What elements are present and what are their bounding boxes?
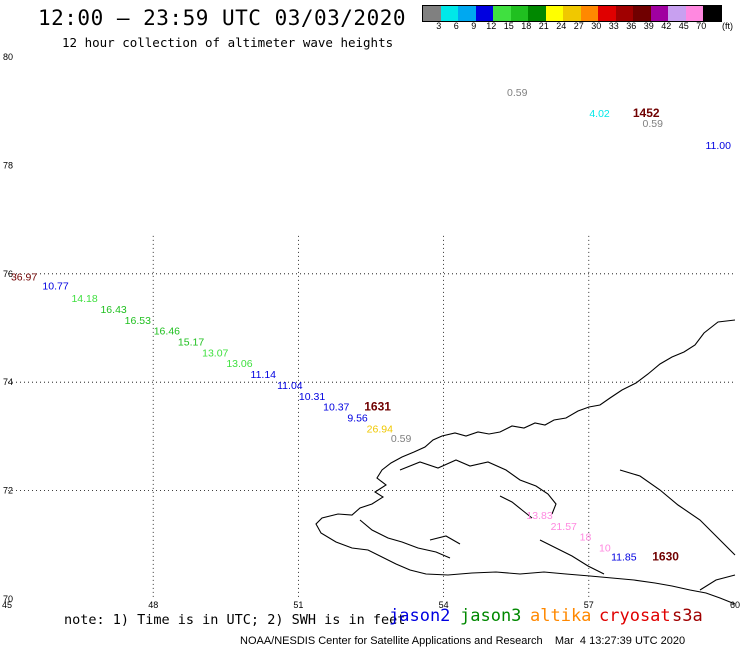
pass-time-label: 1631 bbox=[364, 400, 391, 414]
wave-height-value: 4.02 bbox=[589, 108, 610, 120]
wave-height-value: 15.17 bbox=[178, 337, 204, 349]
wave-height-value: 9.56 bbox=[347, 412, 368, 424]
pass-time-label: 1452 bbox=[633, 106, 660, 120]
legend-label: 3 bbox=[436, 21, 442, 31]
legend-label: 6 bbox=[453, 21, 459, 31]
latitude-tick-label: 72 bbox=[3, 486, 13, 496]
legend-swatch bbox=[598, 6, 616, 21]
wave-height-labels: 0.594.02 14520.5911.0036.9710.7714.1816.4… bbox=[11, 87, 731, 563]
legend-label: 36 bbox=[626, 21, 637, 31]
legend-swatch bbox=[493, 6, 511, 21]
wave-height-value: 16.53 bbox=[125, 315, 151, 327]
legend-label: 18 bbox=[521, 21, 532, 31]
wave-height-value: 0.59 bbox=[643, 118, 664, 130]
legend-label: 70 bbox=[696, 21, 707, 31]
wave-height-value: 10.31 bbox=[299, 391, 325, 403]
wave-height-value: 0.59 bbox=[507, 87, 528, 99]
legend-swatch bbox=[668, 6, 686, 21]
legend-label: 24 bbox=[556, 21, 567, 31]
legend-swatch bbox=[440, 6, 458, 21]
longitude-tick-label: 48 bbox=[148, 600, 158, 610]
legend-swatch bbox=[563, 6, 581, 21]
pass-time-label: 1630 bbox=[652, 550, 679, 564]
wave-height-value: 11.00 bbox=[705, 140, 731, 152]
legend-swatch bbox=[528, 6, 546, 21]
wave-height-value: 0.59 bbox=[391, 433, 412, 445]
wave-height-value: 11.14 bbox=[251, 369, 277, 381]
satellite-name-jason2: jason2 bbox=[389, 606, 451, 626]
legend-label: 45 bbox=[678, 21, 689, 31]
wave-height-value: 10.37 bbox=[323, 402, 349, 414]
legend-swatch bbox=[615, 6, 633, 21]
legend-swatch bbox=[458, 6, 476, 21]
wave-height-value: 11.04 bbox=[277, 380, 303, 392]
satellite-name-jason3: jason3 bbox=[460, 606, 522, 626]
satellite-name-cryosat: cryosat bbox=[599, 606, 671, 626]
wave-height-value: 26.94 bbox=[367, 423, 393, 435]
longitude-tick-label: 57 bbox=[584, 600, 594, 610]
map-grid bbox=[8, 235, 734, 599]
legend-swatch bbox=[685, 6, 703, 21]
longitude-tick-label: 60 bbox=[730, 600, 740, 610]
wave-height-value: 16.46 bbox=[154, 326, 180, 338]
coastline-novaya-zemlya-north bbox=[315, 319, 736, 605]
page-title: 12:00 – 23:59 UTC 03/03/2020 bbox=[38, 6, 407, 30]
legend-swatch bbox=[475, 6, 493, 21]
axis-labels: 45 48 51 54 57 60 80 78 76 74 72 70 bbox=[2, 52, 740, 610]
latitude-tick-label: 70 bbox=[3, 594, 13, 604]
legend-label: 33 bbox=[608, 21, 619, 31]
color-scale-legend bbox=[422, 5, 722, 22]
footer-note: note: 1) Time is in UTC; 2) SWH is in fe… bbox=[64, 612, 406, 628]
legend-swatch bbox=[545, 6, 563, 21]
legend-label: 9 bbox=[471, 21, 477, 31]
coastline-inner-bays bbox=[359, 459, 736, 591]
legend-swatch bbox=[423, 6, 441, 21]
legend-swatch bbox=[633, 6, 651, 21]
legend-label: 30 bbox=[591, 21, 602, 31]
wave-height-value: 13.07 bbox=[202, 347, 228, 359]
latitude-tick-label: 76 bbox=[3, 269, 13, 279]
longitude-tick-label: 54 bbox=[439, 600, 449, 610]
legend-swatch bbox=[703, 6, 721, 21]
legend-swatch bbox=[510, 6, 528, 21]
legend-label: 27 bbox=[573, 21, 584, 31]
wave-height-value: 36.97 bbox=[11, 272, 37, 284]
legend-label: 42 bbox=[661, 21, 672, 31]
wave-height-value: 10 bbox=[599, 543, 611, 555]
legend-label: 12 bbox=[486, 21, 497, 31]
legend-swatch bbox=[650, 6, 668, 21]
wave-height-value: 14.18 bbox=[71, 293, 97, 305]
footer-credit: NOAA/NESDIS Center for Satellite Applica… bbox=[240, 635, 686, 647]
wave-height-value: 21.57 bbox=[551, 521, 577, 533]
wave-height-value: 13.06 bbox=[226, 358, 252, 370]
latitude-tick-label: 78 bbox=[3, 160, 13, 170]
coastline bbox=[315, 319, 736, 605]
legend-unit: (ft) bbox=[722, 21, 733, 31]
wave-height-value: 13.83 bbox=[526, 510, 552, 522]
wave-height-value: 10.77 bbox=[42, 281, 68, 293]
legend-label: 15 bbox=[503, 21, 514, 31]
legend-label: 21 bbox=[538, 21, 549, 31]
satellite-name-s3a: s3a bbox=[672, 606, 703, 626]
page-subtitle: 12 hour collection of altimeter wave hei… bbox=[62, 35, 394, 50]
wave-height-value: 16.43 bbox=[100, 304, 126, 316]
latitude-tick-label: 80 bbox=[3, 52, 13, 62]
legend-label: 39 bbox=[643, 21, 654, 31]
wave-height-value: 18 bbox=[580, 532, 592, 544]
wave-height-value: 11.85 bbox=[611, 552, 637, 564]
latitude-tick-label: 74 bbox=[3, 377, 13, 387]
satellite-name-altika: altika bbox=[530, 606, 592, 626]
longitude-tick-label: 45 bbox=[2, 600, 12, 610]
legend-swatch bbox=[580, 6, 598, 21]
longitude-tick-label: 51 bbox=[293, 600, 303, 610]
